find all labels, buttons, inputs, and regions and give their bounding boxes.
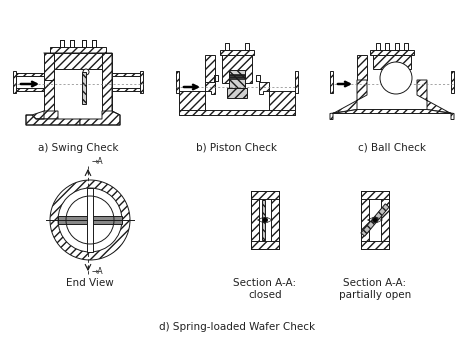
Bar	[295, 71, 298, 93]
Polygon shape	[259, 82, 295, 115]
Bar	[251, 241, 279, 249]
Bar	[179, 110, 295, 115]
Bar	[357, 54, 367, 80]
Bar	[229, 70, 245, 88]
Bar	[50, 47, 106, 53]
Bar	[16, 73, 44, 76]
Text: d) Spring-loaded Wafer Check: d) Spring-loaded Wafer Check	[159, 322, 315, 332]
Polygon shape	[333, 110, 451, 114]
Bar	[82, 40, 86, 47]
Bar	[251, 191, 259, 249]
Polygon shape	[417, 80, 454, 120]
Bar	[451, 71, 454, 93]
Bar	[112, 73, 140, 76]
Bar	[271, 191, 279, 249]
Text: Section A-A:
closed: Section A-A: closed	[233, 278, 297, 299]
Circle shape	[373, 217, 377, 222]
Circle shape	[380, 62, 412, 94]
Bar	[330, 71, 333, 93]
Bar	[58, 216, 122, 224]
Bar	[251, 191, 279, 199]
Circle shape	[50, 180, 130, 260]
Bar	[44, 80, 54, 111]
Bar	[16, 88, 44, 91]
Text: c) Ball Check: c) Ball Check	[358, 143, 426, 153]
Text: b) Piston Check: b) Piston Check	[197, 143, 277, 153]
Text: End View: End View	[66, 278, 114, 288]
Bar	[13, 71, 16, 93]
Circle shape	[58, 188, 122, 252]
Bar	[92, 40, 96, 47]
Polygon shape	[179, 82, 215, 115]
Bar	[361, 241, 389, 249]
Text: →A: →A	[92, 267, 104, 276]
Bar	[54, 53, 102, 69]
Bar	[70, 40, 74, 47]
Text: Section A-A:
partially open: Section A-A: partially open	[339, 278, 411, 299]
Polygon shape	[330, 80, 367, 120]
Circle shape	[83, 69, 89, 75]
Bar	[112, 88, 140, 91]
Bar	[220, 49, 254, 54]
Text: →A: →A	[92, 157, 104, 166]
Bar	[361, 191, 389, 249]
Text: a) Swing Check: a) Swing Check	[38, 143, 118, 153]
Bar	[251, 191, 279, 249]
Bar	[227, 88, 247, 98]
Bar	[140, 71, 143, 93]
Polygon shape	[32, 111, 58, 119]
Polygon shape	[80, 111, 120, 125]
Bar	[361, 191, 389, 199]
Bar	[205, 54, 215, 82]
Bar	[222, 54, 252, 82]
Bar	[176, 71, 179, 93]
Bar	[102, 53, 112, 111]
Bar	[44, 53, 54, 80]
Bar	[87, 188, 93, 252]
Polygon shape	[82, 72, 86, 104]
Bar	[373, 54, 411, 69]
Polygon shape	[26, 115, 80, 125]
Bar	[263, 200, 265, 240]
Bar	[370, 49, 414, 54]
Bar	[361, 191, 369, 249]
Polygon shape	[361, 204, 389, 236]
Bar	[60, 40, 64, 47]
Bar	[381, 191, 389, 249]
Circle shape	[263, 217, 267, 222]
